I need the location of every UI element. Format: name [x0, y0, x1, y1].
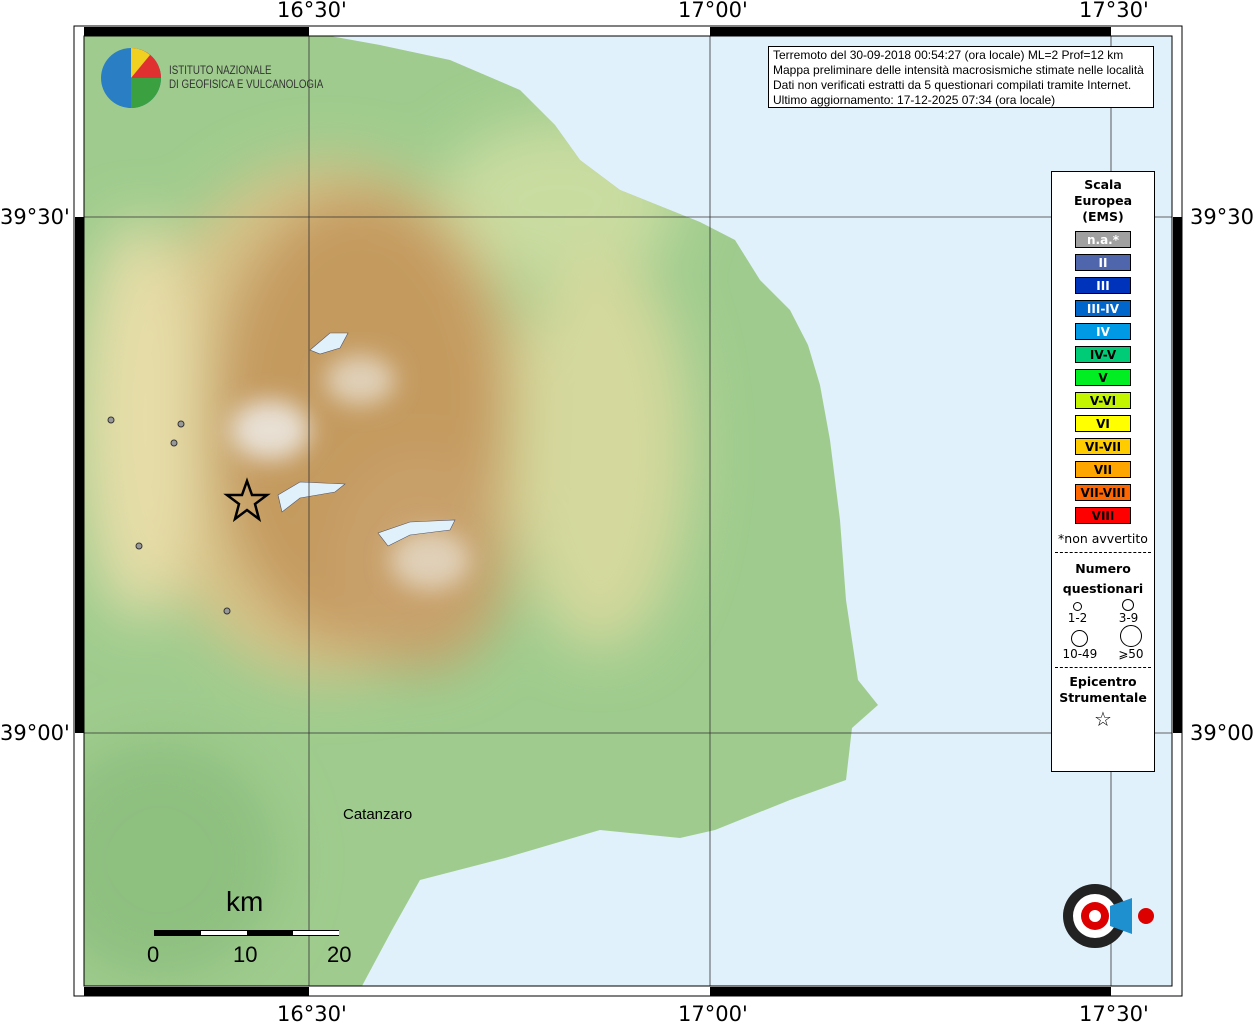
grid-lines — [84, 36, 1172, 986]
legend-swatch: V-VI — [1075, 392, 1131, 409]
legend-swatch: II — [1075, 254, 1131, 271]
legend-note: *non avvertito — [1058, 531, 1148, 546]
lon-label-bottom: 17°00' — [678, 1002, 748, 1026]
lon-label-top: 17°00' — [678, 0, 748, 22]
scale-label: 20 — [327, 942, 352, 967]
lat-label-left: 39°00' — [0, 721, 70, 745]
lon-label-top: 17°30' — [1079, 0, 1149, 22]
legend-swatch: VI — [1075, 415, 1131, 432]
scale-bar — [154, 930, 339, 936]
legend-swatch: VIII — [1075, 507, 1131, 524]
legend-swatch: III — [1075, 277, 1131, 294]
lon-label-bottom: 16°30' — [277, 1002, 347, 1026]
epicenter-star-icon — [223, 477, 271, 523]
star-icon: ☆ — [1094, 707, 1112, 731]
legend-swatch: V — [1075, 369, 1131, 386]
event-info-box: Terremoto del 30-09-2018 00:54:27 (ora l… — [768, 46, 1154, 108]
lat-label-right: 39°00' — [1190, 721, 1255, 745]
legend-swatch: IV-V — [1075, 346, 1131, 363]
legend-swatch: IV — [1075, 323, 1131, 340]
legend-swatch: VII — [1075, 461, 1131, 478]
lon-label-bottom: 17°30' — [1079, 1002, 1149, 1026]
city-label: Catanzaro — [343, 806, 413, 823]
legend-swatch: VI-VII — [1075, 438, 1131, 455]
legend-swatch: III-IV — [1075, 300, 1131, 317]
questionnaire-points — [107, 416, 231, 615]
ingv-logo-icon — [101, 48, 161, 108]
scale-label: 10 — [233, 942, 258, 967]
hsit-logo-icon — [1063, 884, 1154, 948]
lat-label-right: 39°30' — [1190, 205, 1255, 229]
lat-label-left: 39°30' — [0, 205, 70, 229]
lon-label-top: 16°30' — [277, 0, 347, 22]
legend: Scala Europea (EMS) n.a.* II III III-IV IV IV… — [1051, 171, 1155, 772]
frame — [73, 25, 1183, 997]
legend-swatch: n.a.* — [1075, 231, 1131, 248]
ingv-name: ISTITUTO NAZIONALE DI GEOFISICA E VULCANO… — [169, 65, 324, 91]
legend-swatch: VII-VIII — [1075, 484, 1131, 501]
scale-unit: km — [226, 886, 264, 917]
lakes — [277, 332, 456, 547]
scale-label: 0 — [147, 942, 160, 967]
